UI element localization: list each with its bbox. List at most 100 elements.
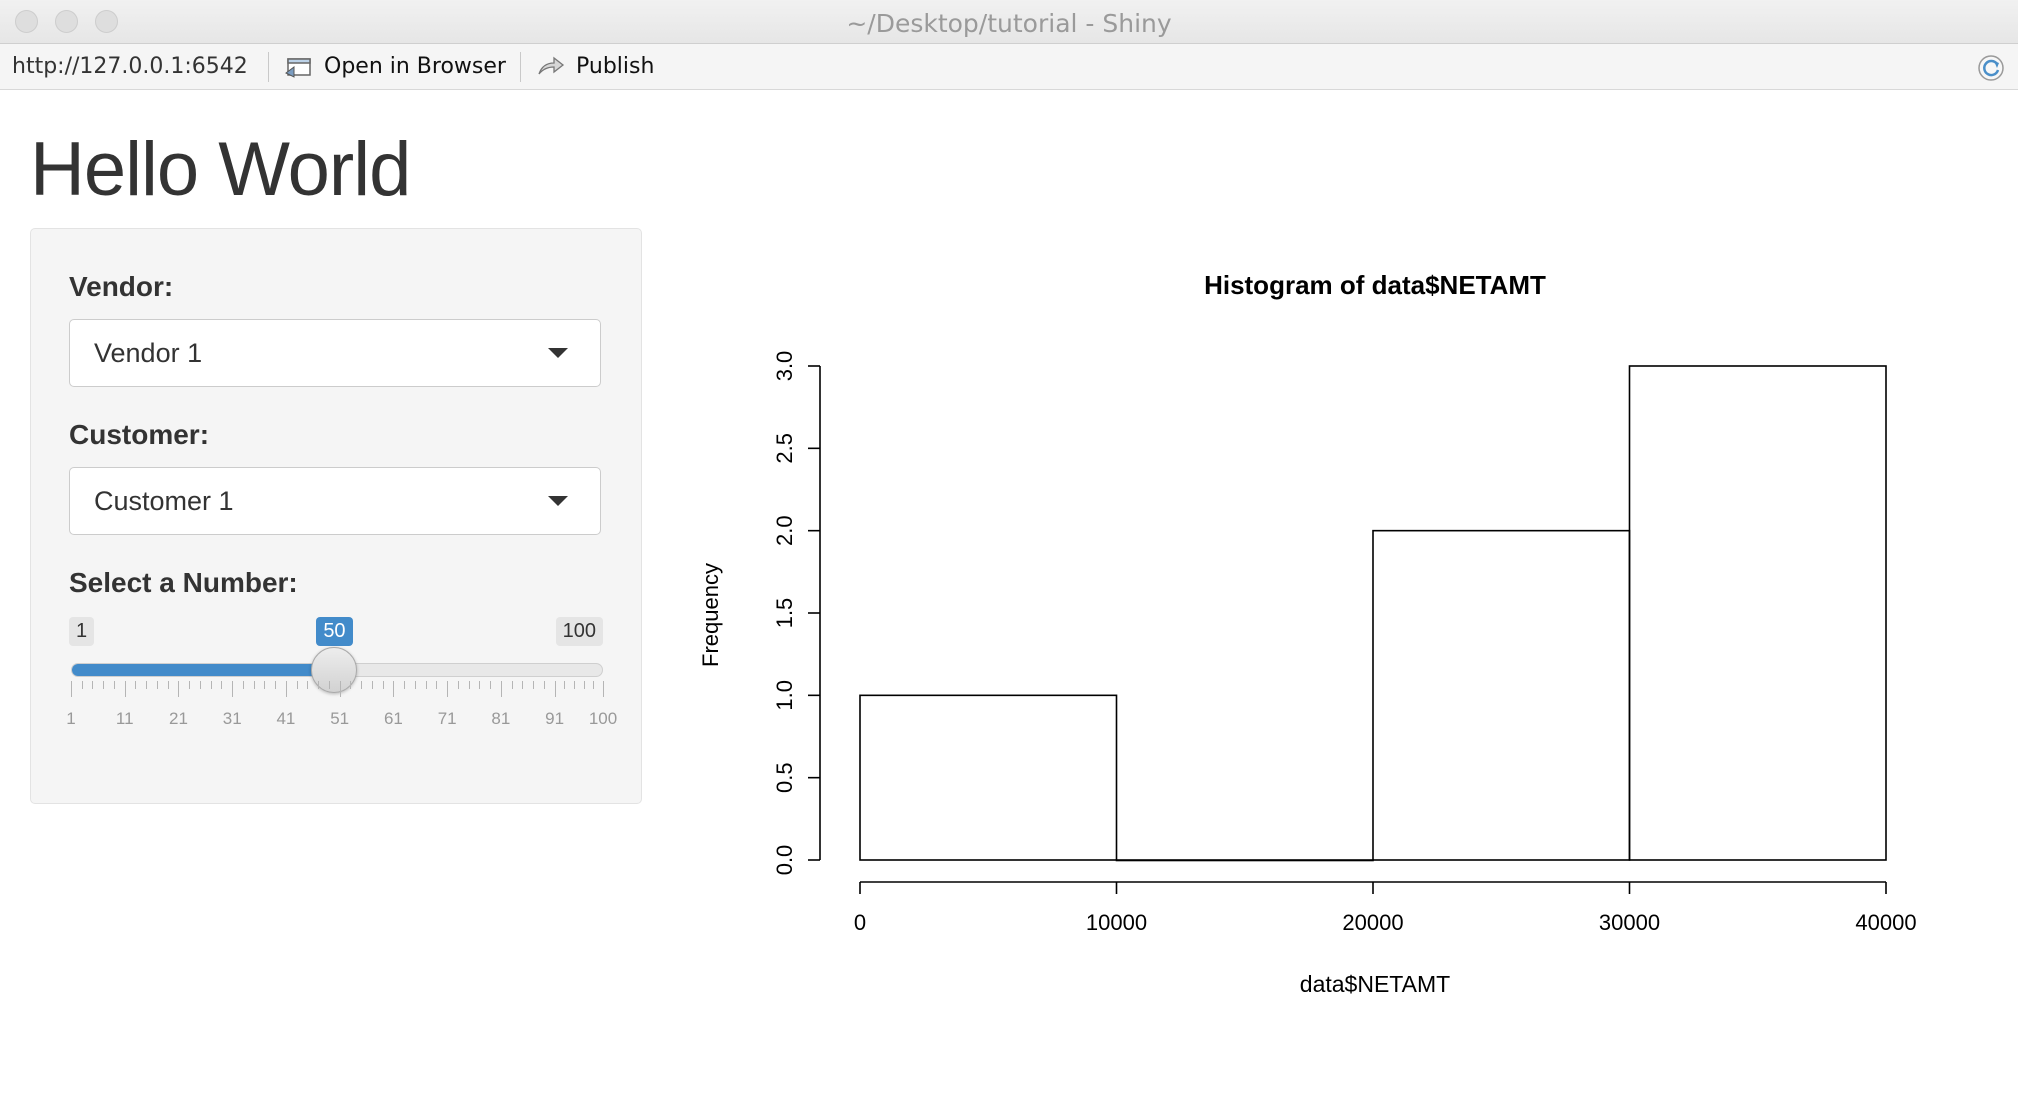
close-window-button[interactable] <box>15 10 38 33</box>
slider-tick <box>189 681 191 689</box>
open-in-browser-label: Open in Browser <box>324 53 506 79</box>
slider-tick <box>71 681 72 697</box>
viewer-toolbar: http://127.0.0.1:6542 Open in Browser Pu… <box>0 44 2018 90</box>
histogram-bar <box>1628 365 1887 861</box>
vendor-select-value: Vendor 1 <box>94 338 203 368</box>
slider-tick <box>199 681 201 689</box>
slider-tick <box>350 681 352 689</box>
slider-tick-label: 31 <box>222 709 242 728</box>
slider-tick <box>103 681 105 689</box>
slider-tick <box>146 681 148 689</box>
slider-tick <box>339 681 341 697</box>
x-tick-label: 0 <box>854 910 866 935</box>
slider-tick <box>81 681 83 689</box>
slider-tick <box>210 681 212 689</box>
slider-tick <box>583 681 585 689</box>
slider-tick <box>457 681 459 689</box>
slider-tick <box>543 681 545 689</box>
slider-min-label: 1 <box>69 617 95 646</box>
sidebar-panel: Vendor: Vendor 1 Customer: Customer 1 Se… <box>30 228 642 804</box>
slider-tick-label: 71 <box>437 709 457 728</box>
page-title: Hello World <box>30 127 411 212</box>
y-axis-label: Frequency <box>698 563 723 667</box>
histogram-bar <box>1115 859 1374 862</box>
slider-tick <box>167 681 169 689</box>
slider-tick <box>264 681 266 689</box>
slider-tick-label: 81 <box>491 709 511 728</box>
slider-tick <box>436 681 438 689</box>
x-tick-label: 40000 <box>1855 910 1916 935</box>
slider-tick <box>490 681 492 689</box>
y-tick-label: 3.0 <box>772 351 797 382</box>
slider-tick <box>328 681 330 689</box>
slider-tick <box>135 681 137 689</box>
slider-tick <box>404 681 406 689</box>
open-in-browser-button[interactable]: Open in Browser <box>284 53 506 79</box>
window-title: ~/Desktop/tutorial - Shiny <box>846 9 1172 38</box>
slider-tick <box>318 681 320 689</box>
slider-tick-label: 11 <box>115 709 134 728</box>
slider-tick <box>113 681 115 689</box>
slider-tick <box>242 681 244 689</box>
customer-select-value: Customer 1 <box>94 486 234 516</box>
slider-tick <box>511 681 513 689</box>
publish-arrow-icon <box>538 56 565 75</box>
slider-track-fill <box>72 664 336 676</box>
slider-tick <box>573 681 575 689</box>
slider-tick <box>124 681 126 697</box>
y-tick-label: 2.0 <box>772 515 797 546</box>
histogram-bar <box>859 694 1118 861</box>
slider-tick <box>221 681 223 689</box>
slider-tick <box>522 681 524 689</box>
slider-tick <box>361 681 363 689</box>
minimize-window-button[interactable] <box>55 10 78 33</box>
slider-tick <box>393 681 395 697</box>
publish-label: Publish <box>576 53 655 79</box>
slider-tick <box>382 681 384 689</box>
slider-tick-label: 1 <box>66 709 76 728</box>
y-tick-label: 1.0 <box>772 680 797 711</box>
url-display[interactable]: http://127.0.0.1:6542 <box>12 54 248 79</box>
slider-tick <box>564 681 566 689</box>
vendor-label: Vendor: <box>69 271 174 302</box>
customer-select[interactable]: Customer 1 <box>69 467 601 535</box>
y-tick-label: 0.5 <box>772 762 797 793</box>
y-tick-label: 2.5 <box>772 433 797 464</box>
slider-tick <box>275 681 277 689</box>
slider-tick <box>296 681 298 689</box>
vendor-select[interactable]: Vendor 1 <box>69 319 601 387</box>
window-title-bar: ~/Desktop/tutorial - Shiny <box>0 0 2018 44</box>
slider-tick-label: 91 <box>545 709 565 728</box>
customer-label: Customer: <box>69 419 210 450</box>
chevron-down-icon <box>548 496 568 506</box>
x-tick-label: 20000 <box>1342 910 1403 935</box>
y-tick-label: 1.5 <box>772 598 797 629</box>
slider-tick <box>603 681 604 697</box>
x-axis-label: data$NETAMT <box>1300 971 1450 997</box>
slider-tick <box>593 681 595 689</box>
slider-tick-label: 61 <box>383 709 403 728</box>
slider-tick <box>371 681 373 689</box>
slider-tick <box>479 681 481 689</box>
slider-tick <box>533 681 535 689</box>
histogram-bar <box>1372 529 1631 861</box>
slider-tick <box>92 681 94 689</box>
slider-tick <box>253 681 255 689</box>
slider-tick-label: 21 <box>169 709 188 728</box>
slider-tick-label: 41 <box>276 709 296 728</box>
publish-button[interactable]: Publish <box>536 53 654 79</box>
slider-tick <box>414 681 416 689</box>
number-slider-label: Select a Number: <box>69 567 298 598</box>
slider-tick <box>285 681 287 697</box>
refresh-icon[interactable] <box>1976 53 2006 83</box>
slider-max-label: 100 <box>555 617 603 646</box>
zoom-window-button[interactable] <box>95 10 118 33</box>
toolbar-separator <box>520 52 521 82</box>
chart-title: Histogram of data$NETAMT <box>1204 270 1546 300</box>
slider-tick <box>156 681 158 689</box>
chevron-down-icon <box>548 348 568 358</box>
slider-ticks: 1 11 21 31 41 51 61 71 81 91 100 <box>31 681 643 741</box>
y-tick-label: 0.0 <box>772 845 797 876</box>
slider-tick <box>232 681 234 697</box>
slider-tick <box>307 681 309 689</box>
